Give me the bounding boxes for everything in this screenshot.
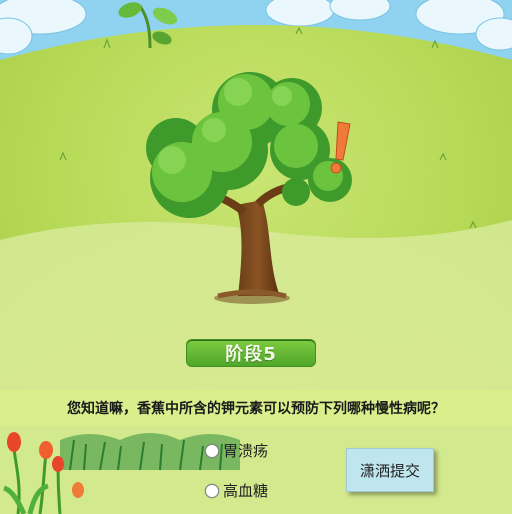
option-2[interactable]: 高血糖	[205, 480, 268, 501]
submit-button[interactable]: 潇洒提交	[346, 448, 434, 492]
option-1-label: 胃溃疡	[223, 442, 269, 460]
option-2-radio[interactable]	[205, 483, 219, 498]
exclamation-icon	[330, 121, 351, 174]
stage-label: 阶段5	[225, 344, 277, 365]
option-2-label: 高血糖	[223, 482, 269, 500]
grass-tufts	[59, 26, 477, 229]
sprout-icon	[118, 2, 178, 49]
option-1-radio[interactable]	[205, 443, 219, 458]
tree-icon	[146, 72, 352, 304]
question-banner: 您知道嘛，香蕉中所含的钾元素可以预防下列哪种慢性病呢？	[0, 390, 512, 426]
option-1[interactable]: 胃溃疡	[205, 440, 268, 461]
flower-icon	[3, 432, 84, 514]
stage-badge: 阶段5	[186, 339, 316, 367]
submit-label: 潇洒提交	[359, 461, 420, 480]
clouds	[0, 0, 512, 55]
question-text: 您知道嘛，香蕉中所含的钾元素可以预防下列哪种慢性病呢？	[67, 401, 445, 417]
